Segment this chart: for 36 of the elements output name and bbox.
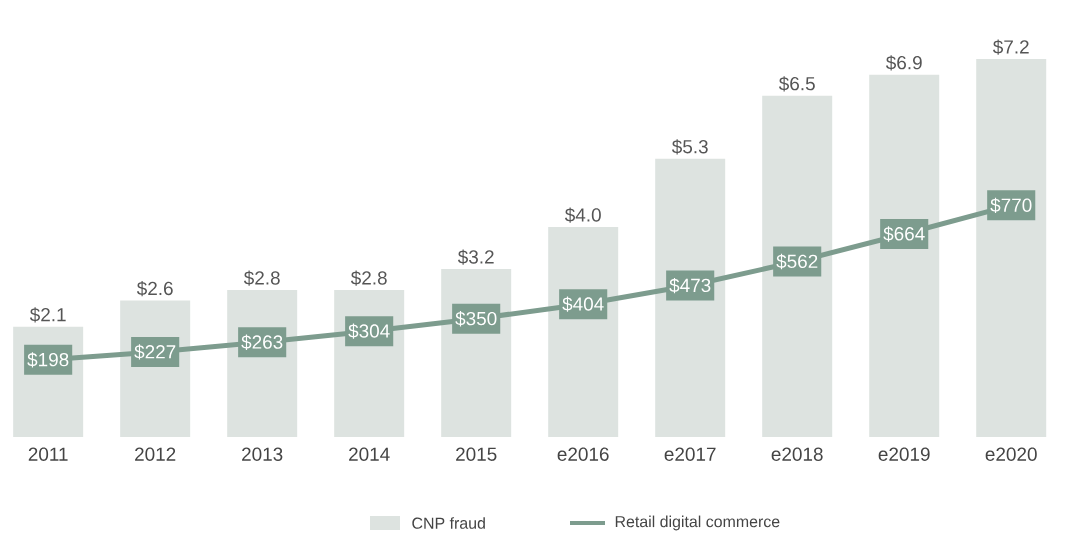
data-label: $304 — [348, 323, 390, 339]
x-tick-label: 2013 — [242, 447, 283, 461]
legend-label: CNP fraud — [412, 517, 485, 529]
x-tick-label: 2014 — [349, 447, 390, 461]
data-label: $3.2 — [457, 249, 494, 265]
data-label: $7.2 — [993, 39, 1029, 55]
bar — [869, 74, 940, 437]
data-label: $404 — [562, 296, 604, 312]
x-tick-label: 2015 — [456, 447, 497, 461]
data-label: $6.9 — [885, 55, 922, 71]
data-label: $664 — [883, 226, 925, 242]
data-label: $2.8 — [243, 270, 280, 286]
bar — [976, 58, 1047, 437]
bar — [762, 95, 833, 437]
data-label: $2.1 — [29, 307, 66, 323]
bar — [655, 158, 726, 437]
data-label: $350 — [455, 311, 497, 327]
x-tick-label: e2017 — [664, 447, 716, 461]
data-label: $263 — [241, 334, 283, 350]
data-label: $770 — [990, 197, 1032, 214]
data-label: $6.5 — [778, 76, 815, 92]
x-tick-label: e2020 — [985, 447, 1037, 461]
x-tick-label: 2012 — [135, 447, 176, 461]
x-tick-label: 2011 — [28, 447, 68, 461]
legend-label: Retail digital commerce — [615, 515, 780, 531]
data-label: $2.8 — [350, 270, 387, 286]
data-label: $562 — [776, 253, 818, 270]
data-label: $2.6 — [136, 280, 173, 297]
x-tick-label: e2018 — [771, 447, 823, 461]
data-label: $473 — [669, 277, 711, 294]
data-label: $5.3 — [671, 139, 708, 155]
data-label: $4.0 — [564, 207, 601, 223]
x-tick-label: e2019 — [878, 447, 930, 461]
data-label: $198 — [27, 352, 69, 368]
x-tick-label: e2016 — [557, 447, 609, 461]
data-label: $227 — [134, 344, 176, 360]
